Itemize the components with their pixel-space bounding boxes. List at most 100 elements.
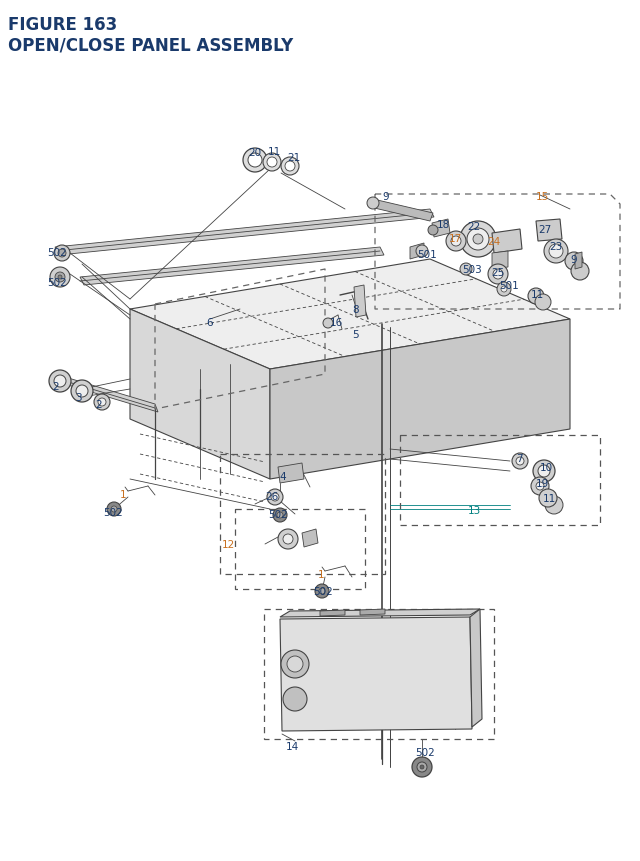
Polygon shape: [270, 319, 570, 480]
Circle shape: [281, 650, 309, 678]
Text: 14: 14: [286, 741, 300, 751]
Circle shape: [323, 319, 333, 329]
Text: 22: 22: [467, 222, 480, 232]
Bar: [264, 610, 494, 739]
Circle shape: [420, 765, 424, 769]
Circle shape: [319, 588, 325, 594]
Circle shape: [428, 226, 438, 236]
Circle shape: [528, 288, 544, 305]
Circle shape: [267, 158, 277, 168]
Polygon shape: [370, 200, 433, 222]
Text: 9: 9: [570, 255, 577, 264]
Polygon shape: [575, 253, 582, 269]
Text: 2: 2: [52, 381, 59, 392]
Circle shape: [416, 245, 428, 257]
Circle shape: [446, 232, 466, 251]
Text: 23: 23: [549, 242, 563, 251]
Bar: [400, 436, 600, 525]
Circle shape: [271, 493, 279, 501]
Polygon shape: [130, 310, 270, 480]
Text: 2: 2: [95, 400, 102, 410]
Text: 503: 503: [462, 264, 482, 275]
Circle shape: [107, 503, 121, 517]
Text: OPEN/CLOSE PANEL ASSEMBLY: OPEN/CLOSE PANEL ASSEMBLY: [8, 36, 293, 54]
Circle shape: [76, 386, 88, 398]
Circle shape: [71, 381, 93, 403]
Text: 8: 8: [352, 305, 358, 314]
Text: 1: 1: [318, 569, 324, 579]
Polygon shape: [280, 610, 480, 617]
Polygon shape: [536, 220, 562, 242]
Text: 21: 21: [287, 152, 300, 163]
Circle shape: [248, 154, 262, 168]
Text: 16: 16: [330, 318, 343, 328]
Circle shape: [111, 506, 117, 512]
Circle shape: [497, 282, 511, 297]
Circle shape: [58, 250, 66, 257]
Bar: [220, 455, 385, 574]
Polygon shape: [492, 230, 522, 254]
Text: 13: 13: [468, 505, 481, 516]
Circle shape: [49, 370, 71, 393]
Circle shape: [267, 489, 283, 505]
Circle shape: [367, 198, 379, 210]
Circle shape: [460, 263, 472, 276]
Circle shape: [283, 535, 293, 544]
Circle shape: [412, 757, 432, 777]
Bar: [235, 510, 365, 589]
Circle shape: [493, 269, 503, 280]
Text: 19: 19: [536, 479, 549, 488]
Text: 502: 502: [313, 586, 333, 597]
Circle shape: [544, 239, 568, 263]
Circle shape: [98, 399, 106, 406]
Polygon shape: [130, 260, 570, 369]
Circle shape: [531, 478, 549, 495]
Text: 25: 25: [491, 268, 504, 278]
Circle shape: [278, 530, 298, 549]
Text: 7: 7: [516, 454, 523, 463]
Text: 501: 501: [417, 250, 436, 260]
Text: 20: 20: [248, 148, 261, 158]
Circle shape: [58, 276, 62, 280]
Circle shape: [488, 264, 508, 285]
Circle shape: [533, 461, 555, 482]
Circle shape: [273, 508, 287, 523]
Polygon shape: [280, 617, 472, 731]
Text: 502: 502: [47, 248, 67, 257]
Text: 11: 11: [543, 493, 556, 504]
Polygon shape: [410, 244, 424, 260]
Text: 502: 502: [415, 747, 435, 757]
Circle shape: [545, 497, 563, 514]
Polygon shape: [470, 610, 482, 728]
Circle shape: [467, 229, 489, 251]
Circle shape: [263, 154, 281, 172]
Circle shape: [287, 656, 303, 672]
Circle shape: [565, 253, 583, 270]
Circle shape: [460, 222, 496, 257]
Circle shape: [451, 237, 461, 247]
Circle shape: [512, 454, 528, 469]
Circle shape: [277, 512, 283, 518]
Circle shape: [417, 762, 427, 772]
Text: 24: 24: [487, 237, 500, 247]
Polygon shape: [432, 220, 450, 238]
Text: FIGURE 163: FIGURE 163: [8, 16, 117, 34]
Polygon shape: [354, 286, 366, 318]
Text: 9: 9: [382, 192, 388, 201]
Circle shape: [94, 394, 110, 411]
Circle shape: [50, 268, 70, 288]
Circle shape: [285, 162, 295, 172]
Text: 502: 502: [47, 278, 67, 288]
Text: 17: 17: [449, 233, 462, 244]
Polygon shape: [320, 610, 345, 616]
Polygon shape: [55, 375, 158, 412]
Polygon shape: [492, 251, 508, 269]
Text: 3: 3: [75, 393, 82, 403]
Circle shape: [281, 158, 299, 176]
Text: 5: 5: [352, 330, 358, 339]
Polygon shape: [302, 530, 318, 548]
Circle shape: [535, 294, 551, 311]
Polygon shape: [55, 210, 434, 256]
Text: 18: 18: [437, 220, 451, 230]
Circle shape: [473, 235, 483, 245]
